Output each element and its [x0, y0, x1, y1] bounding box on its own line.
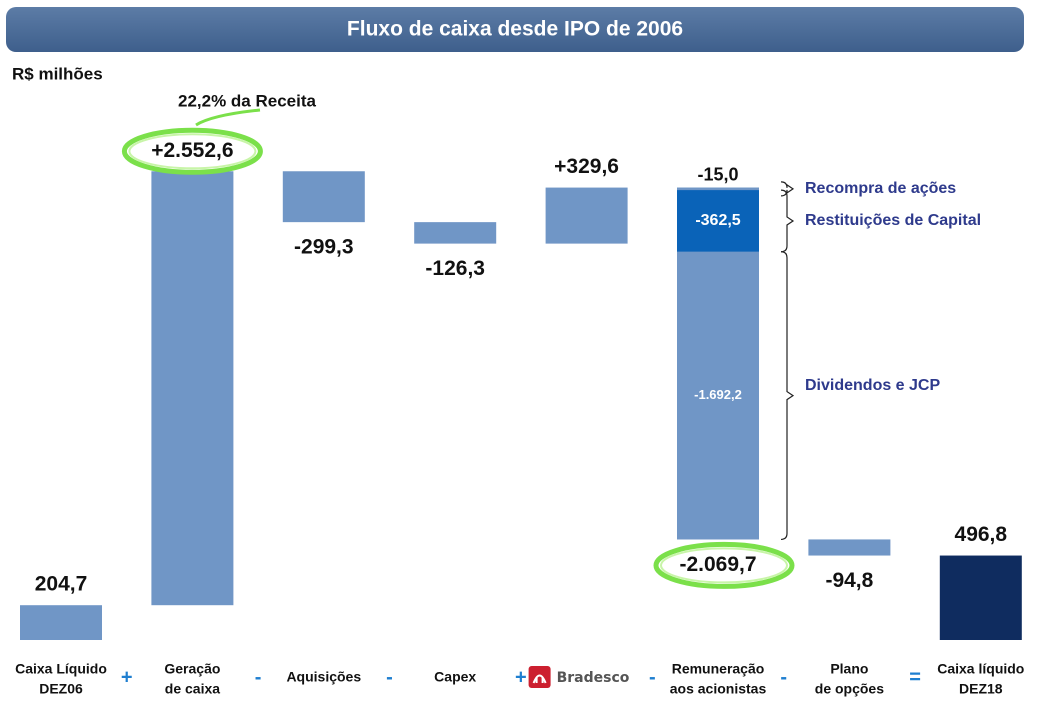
category-label: Bradesco	[557, 670, 630, 686]
category-label: de opções	[815, 681, 884, 697]
category-label: DEZ06	[39, 681, 83, 697]
segment-label: -362,5	[695, 212, 740, 229]
value-label: +2.552,6	[151, 139, 233, 162]
operator: -	[780, 666, 787, 688]
unit-label: R$ milhões	[12, 64, 103, 83]
category-label: de caixa	[165, 681, 220, 697]
value-label: 496,8	[955, 523, 1008, 546]
category-label: DEZ18	[959, 681, 1003, 697]
category-label: Geração	[164, 661, 220, 677]
category-label: Plano	[830, 661, 868, 677]
value-label: 204,7	[35, 573, 88, 596]
value-label: +329,6	[554, 155, 619, 178]
category-label: Caixa Líquido	[15, 661, 107, 677]
bradesco-logo	[528, 666, 551, 688]
category-label: Remuneração	[672, 661, 765, 677]
operator: -	[255, 666, 262, 688]
category-label: Caixa líquido	[937, 661, 1024, 677]
bar	[20, 605, 102, 640]
brace	[780, 189, 795, 253]
highlight-ring-inner	[660, 547, 788, 584]
category-label: Aquisições	[286, 669, 361, 685]
bar	[939, 555, 1022, 640]
highlight-ring-inner	[128, 133, 257, 170]
highlight-ring	[121, 127, 263, 175]
bar	[545, 187, 628, 244]
bar	[414, 222, 497, 244]
operator: +	[515, 666, 527, 688]
operator: =	[909, 666, 921, 688]
value-label: -126,3	[425, 257, 485, 280]
bar	[151, 171, 234, 606]
brace	[780, 251, 795, 541]
annotation: 22,2% da Receita	[178, 91, 317, 110]
highlight-ring	[653, 541, 795, 589]
value-label: -94,8	[825, 569, 873, 592]
category-label: Capex	[434, 669, 476, 685]
bradesco-logo-mark	[532, 674, 547, 684]
category-label: aos acionistas	[670, 681, 767, 697]
breakdown-name: Dividendos e JCP	[805, 377, 940, 394]
brace	[780, 181, 795, 197]
breakdown-name: Recompra de ações	[805, 180, 956, 197]
breakdown-segment	[677, 251, 759, 540]
segment-label: -15,0	[697, 164, 738, 184]
value-label: -299,3	[294, 236, 354, 259]
bar	[808, 539, 891, 556]
value-label: -2.069,7	[679, 553, 756, 576]
bar	[282, 171, 365, 223]
operator: -	[386, 666, 393, 688]
breakdown-segment	[677, 190, 759, 252]
segment-label: -1.692,2	[694, 387, 742, 402]
breakdown-segment	[677, 187, 759, 191]
operator: +	[121, 666, 133, 688]
title-banner	[6, 7, 1024, 52]
operator: -	[649, 666, 656, 688]
breakdown-name: Restituições de Capital	[805, 212, 981, 229]
chart-title: Fluxo de caixa desde IPO de 2006	[347, 18, 683, 41]
annotation-pointer	[195, 108, 261, 127]
